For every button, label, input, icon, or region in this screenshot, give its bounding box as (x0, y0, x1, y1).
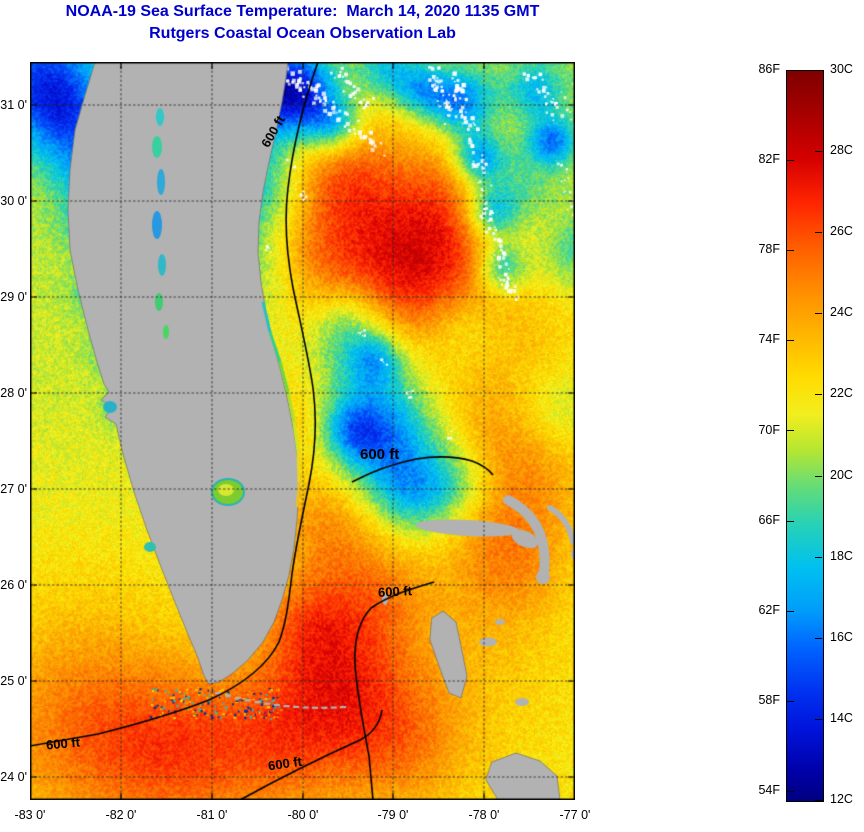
colorbar-tick (787, 611, 794, 612)
colorbar-f-label: 62F (758, 603, 780, 617)
contour-label-600ft: 600 ft (45, 734, 81, 753)
x-axis-tick-label: -79 0' (377, 808, 409, 822)
colorbar-f-label: 78F (758, 242, 780, 256)
sst-map-canvas (30, 62, 575, 800)
y-axis-tick-label: 27 0' (0, 482, 27, 496)
page-subtitle: Rutgers Coastal Ocean Observation Lab (149, 25, 456, 42)
colorbar-tick (815, 394, 822, 395)
colorbar-f-label: 86F (758, 62, 780, 76)
colorbar-tick (787, 250, 794, 251)
y-axis-tick-label: 26 0' (0, 578, 27, 592)
colorbar-tick (815, 476, 822, 477)
colorbar-f-label: 70F (758, 423, 780, 437)
colorbar-tick (815, 151, 822, 152)
x-axis-tick-label: -81 0' (196, 808, 228, 822)
colorbar-f-label: 58F (758, 693, 780, 707)
temperature-colorbar (786, 70, 824, 802)
colorbar-tick (815, 232, 822, 233)
colorbar-c-label: 26C (830, 224, 853, 238)
y-axis-tick-label: 28 0' (0, 386, 27, 400)
y-axis-tick-label: 30 0' (0, 194, 27, 208)
colorbar-f-label: 54F (758, 783, 780, 797)
colorbar-tick (815, 800, 822, 801)
colorbar-c-label: 20C (830, 468, 853, 482)
x-axis-tick-label: -78 0' (468, 808, 500, 822)
colorbar-tick (815, 719, 822, 720)
contour-label-600ft: 600 ft (377, 583, 413, 600)
y-axis-tick-label: 25 0' (0, 674, 27, 688)
colorbar-tick (787, 701, 794, 702)
x-axis-tick-label: -83 0' (14, 808, 46, 822)
colorbar-tick (815, 638, 822, 639)
y-axis-tick-label: 24 0' (0, 770, 27, 784)
x-axis-tick-label: -80 0' (287, 808, 319, 822)
colorbar-f-label: 74F (758, 332, 780, 346)
x-axis-tick-label: -82 0' (105, 808, 137, 822)
y-axis-tick-label: 31 0' (0, 98, 27, 112)
colorbar-tick (815, 313, 822, 314)
colorbar-tick (787, 70, 794, 71)
colorbar-tick (787, 340, 794, 341)
colorbar-c-label: 22C (830, 386, 853, 400)
colorbar-f-label: 82F (758, 152, 780, 166)
colorbar-c-label: 14C (830, 711, 853, 725)
colorbar-tick (787, 430, 794, 431)
y-axis-tick-label: 29 0' (0, 290, 27, 304)
x-axis-tick-label: -77 0' (559, 808, 591, 822)
colorbar-c-label: 18C (830, 549, 853, 563)
colorbar-tick (815, 557, 822, 558)
page-title: NOAA-19 Sea Surface Temperature: March 1… (65, 3, 540, 20)
colorbar-tick (787, 160, 794, 161)
colorbar-tick (815, 70, 822, 71)
colorbar-c-label: 16C (830, 630, 853, 644)
colorbar-f-label: 66F (758, 513, 780, 527)
colorbar-c-label: 12C (830, 792, 853, 806)
colorbar-c-label: 30C (830, 62, 853, 76)
colorbar-tick (787, 791, 794, 792)
colorbar-c-label: 24C (830, 305, 853, 319)
colorbar-c-label: 28C (830, 143, 853, 157)
contour-label-600ft: 600 ft (360, 446, 400, 463)
colorbar-tick (787, 521, 794, 522)
